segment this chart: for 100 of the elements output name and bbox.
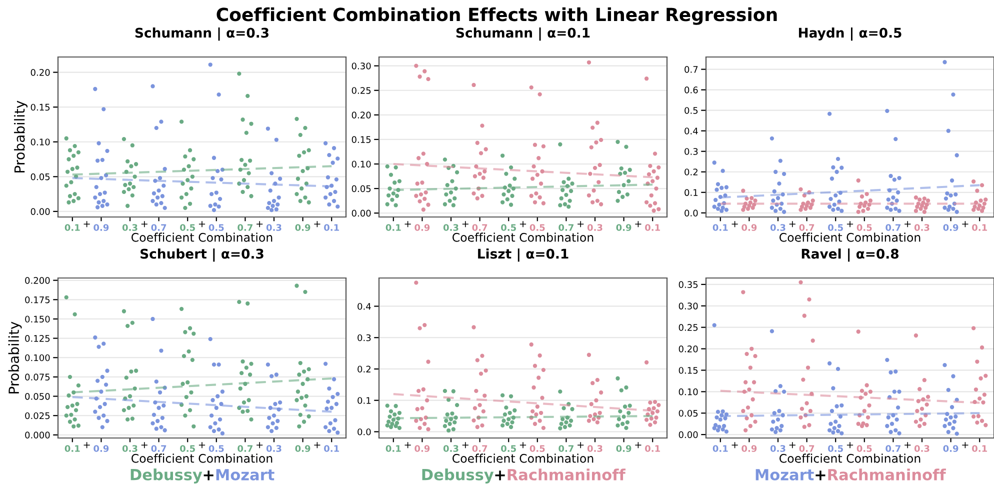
- y-tick-label: 0.20: [352, 112, 371, 118]
- x-tick-label: 0.5: [530, 445, 545, 452]
- x-tick-label: 0.7: [886, 224, 900, 231]
- text: +: [962, 442, 968, 448]
- x-tick-label: 0.9: [616, 224, 632, 231]
- x-tick-label: 0.9: [742, 445, 757, 452]
- x-tick-label: 0.3: [443, 445, 458, 452]
- x-tick-label: 0.3: [266, 445, 282, 452]
- x-tick-label: 0.9: [616, 445, 632, 452]
- y-tick-label: 0.100: [25, 354, 50, 362]
- x-tick-label: 0.5: [501, 445, 516, 452]
- y-tick-label: 0.25: [678, 324, 698, 331]
- text: +: [462, 442, 468, 448]
- y-tick-label: 0.00: [352, 210, 371, 217]
- x-tick-label: 0.7: [151, 445, 166, 452]
- y-tick-label: 0.05: [30, 173, 50, 180]
- x-tick-label: 0.7: [238, 224, 252, 231]
- x-tick-label: 0.5: [501, 224, 516, 231]
- text: +: [846, 221, 854, 228]
- text: +: [578, 442, 584, 448]
- y-tick-label: 0.0: [358, 428, 371, 436]
- y-tick-label: 0.1: [684, 189, 698, 196]
- y-tick-label: 0.15: [352, 136, 371, 144]
- y-tick-label: 0.05: [352, 185, 371, 192]
- y-tick-label: 0.4: [358, 302, 371, 310]
- y-tick-label: 0.00: [678, 431, 698, 438]
- y-tick-label: 0.30: [678, 302, 698, 310]
- y-tick-label: 0.30: [352, 62, 371, 70]
- y-tick-label: 0.000: [25, 432, 50, 438]
- y-tick-label: 0.00: [30, 208, 50, 215]
- x-tick-label: 0.1: [324, 224, 339, 231]
- x-tick-label: 0.3: [914, 224, 930, 231]
- x-tick-label: 0.3: [770, 224, 786, 231]
- y-axis-title: Probability: [14, 100, 28, 172]
- text: +: [962, 221, 968, 228]
- text: +: [204, 470, 214, 480]
- x-tick-label: 0.1: [645, 224, 660, 231]
- x-tick-label: 0.7: [799, 445, 814, 452]
- y-tick-label: 0.10: [678, 388, 698, 396]
- text: Rachmaninoff: [508, 468, 626, 480]
- x-axis-title: Coefficient Combination: [780, 232, 920, 242]
- text: +: [789, 221, 796, 228]
- x-axis-title: Coefficient Combination: [132, 454, 272, 463]
- chart-title: Haydn | α=0.5: [798, 27, 902, 41]
- x-tick-label: 0.3: [122, 445, 138, 452]
- x-tick-label: 0.5: [828, 224, 843, 231]
- y-tick-label: 0.25: [352, 87, 371, 94]
- y-tick-label: 0.5: [684, 107, 698, 114]
- x-tick-label: 0.3: [587, 445, 602, 452]
- text: Debussy: [422, 468, 494, 484]
- x-tick-label: 0.9: [94, 445, 109, 452]
- text: +: [495, 470, 505, 480]
- text: +: [904, 221, 911, 228]
- text: +: [198, 221, 206, 228]
- text: +: [84, 221, 90, 228]
- x-tick-label: 0.3: [587, 224, 602, 231]
- text: +: [635, 442, 642, 448]
- x-tick-label: 0.1: [324, 445, 339, 452]
- text: +: [816, 470, 826, 480]
- y-tick-label: 0.075: [25, 374, 50, 380]
- y-tick-label: 0.0: [684, 210, 698, 216]
- text: +: [635, 221, 642, 228]
- text: Rachmaninoff: [828, 468, 946, 480]
- x-tick-label: 0.9: [94, 224, 109, 231]
- x-tick-label: 0.9: [295, 224, 310, 231]
- x-tick-label: 0.3: [122, 224, 138, 231]
- text: +: [846, 442, 854, 448]
- y-tick-label: 0.050: [25, 392, 50, 400]
- y-tick-label: 0.6: [684, 86, 698, 94]
- text: +: [462, 221, 468, 228]
- y-tick-label: 0.10: [352, 160, 371, 168]
- y-tick-label: 0.1: [358, 397, 371, 404]
- x-tick-label: 0.9: [414, 224, 430, 231]
- x-tick-label: 0.5: [180, 445, 195, 452]
- x-tick-label: 0.1: [386, 224, 401, 231]
- x-tick-label: 0.7: [558, 224, 574, 231]
- y-tick-label: 0.125: [25, 335, 50, 342]
- y-tick-label: 0.4: [684, 128, 698, 134]
- x-axis-title: Coefficient Combination: [780, 454, 920, 463]
- x-tick-label: 0.5: [180, 224, 195, 231]
- y-axis-title: Probability: [8, 322, 22, 394]
- text: +: [732, 442, 738, 448]
- y-tick-label: 0.15: [30, 104, 50, 111]
- x-tick-label: 0.3: [443, 224, 458, 231]
- x-tick-label: 0.3: [266, 224, 282, 231]
- text: +: [520, 221, 526, 228]
- text: +: [789, 442, 796, 448]
- x-tick-label: 0.7: [558, 445, 574, 452]
- x-axis-title: Coefficient Combination: [452, 232, 594, 242]
- y-tick-label: 0.200: [25, 277, 50, 284]
- y-tick-label: 0.05: [678, 410, 698, 417]
- x-tick-label: 0.5: [828, 445, 843, 452]
- x-tick-label: 0.1: [972, 445, 987, 452]
- chart-title: Schubert | α=0.3: [140, 248, 264, 262]
- chart-title: Schumann | α=0.3: [135, 27, 268, 41]
- x-tick-label: 0.7: [472, 445, 488, 452]
- chart-title: Ravel | α=0.8: [802, 248, 898, 262]
- text: +: [256, 221, 263, 228]
- y-tick-label: 0.175: [25, 296, 50, 304]
- text: +: [404, 442, 411, 448]
